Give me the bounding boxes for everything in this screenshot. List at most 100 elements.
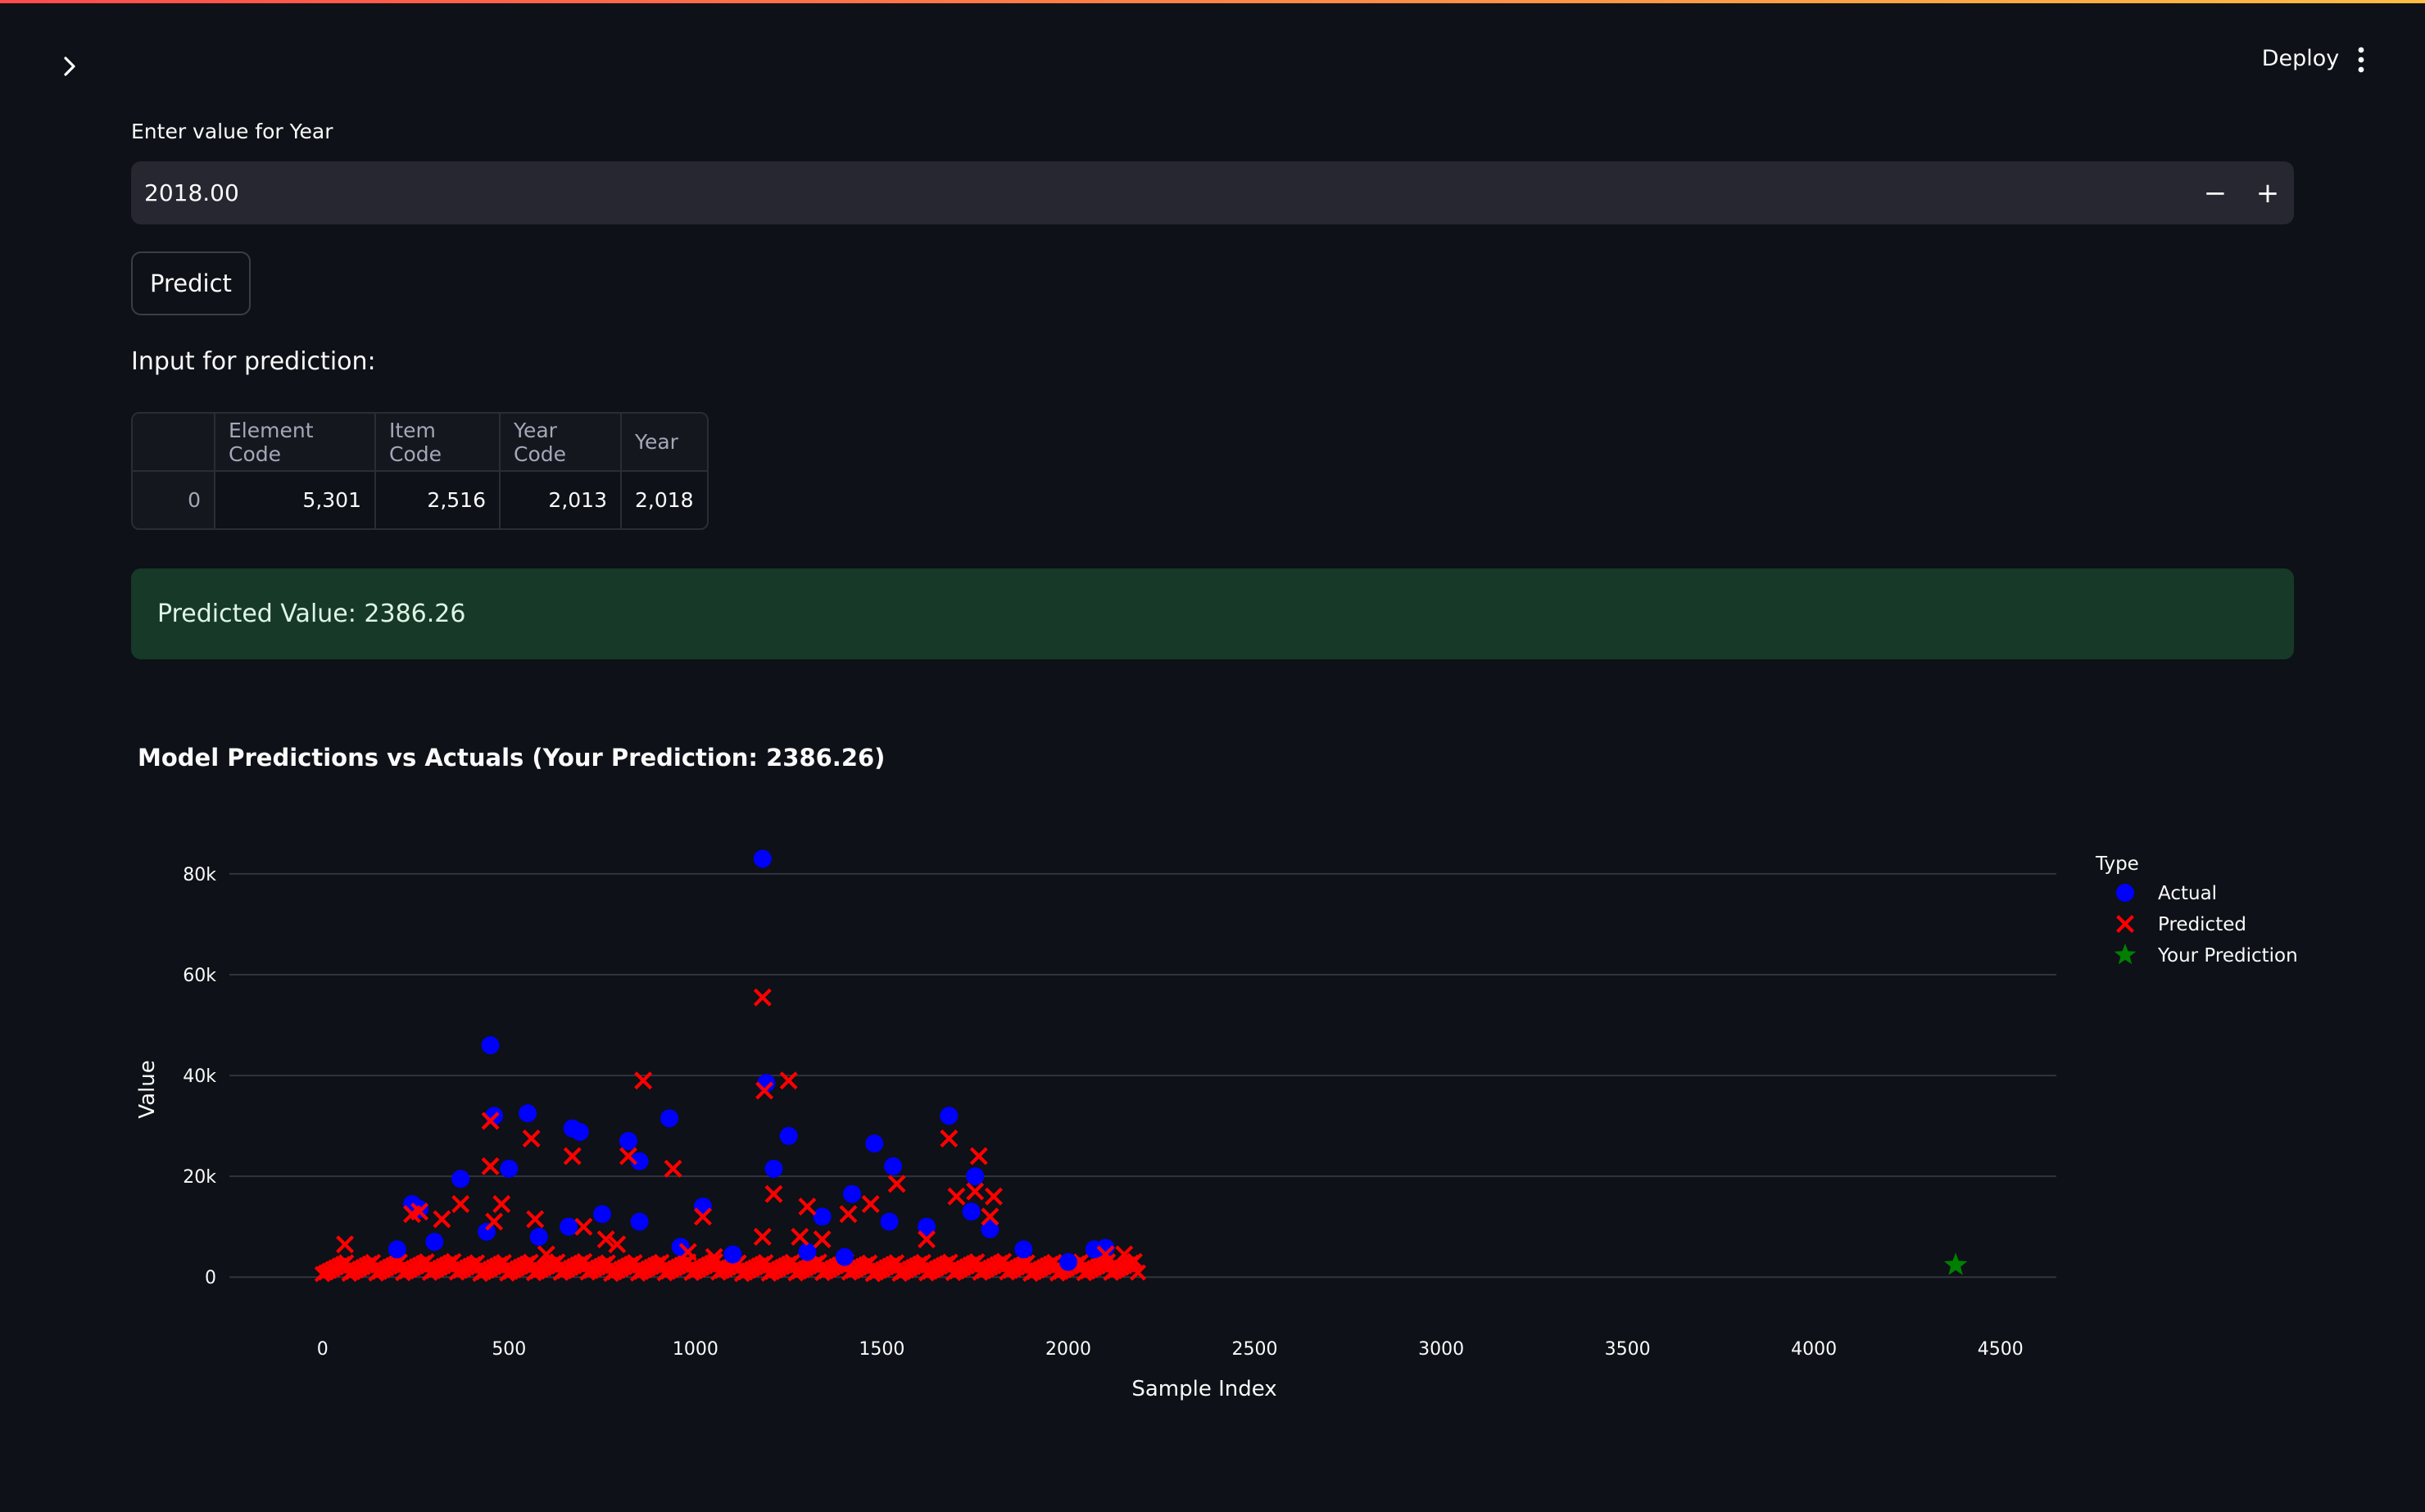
predicted-point[interactable] — [940, 1129, 959, 1148]
predicted-point[interactable] — [410, 1202, 429, 1221]
actual-point[interactable] — [519, 1104, 537, 1123]
actual-point[interactable] — [1058, 1252, 1077, 1271]
predicted-point[interactable] — [753, 988, 772, 1007]
year-input[interactable] — [131, 161, 2189, 224]
main-menu-button[interactable] — [2341, 41, 2381, 79]
actual-point[interactable] — [813, 1207, 832, 1226]
legend-actual-swatch[interactable] — [2116, 884, 2134, 902]
actual-point[interactable] — [500, 1159, 519, 1178]
predicted-point[interactable] — [947, 1187, 966, 1206]
column-header-index[interactable] — [133, 414, 215, 471]
increment-button[interactable]: + — [2255, 176, 2280, 210]
predicted-point[interactable] — [574, 1217, 593, 1236]
actual-point[interactable] — [478, 1222, 496, 1241]
actual-point[interactable] — [798, 1243, 817, 1261]
predicted-point[interactable] — [693, 1207, 712, 1226]
predicted-base-point[interactable] — [1126, 1252, 1143, 1270]
actual-point[interactable] — [940, 1107, 959, 1125]
predicted-point[interactable] — [678, 1243, 697, 1261]
item-code-cell[interactable]: 2,516 — [375, 471, 501, 528]
predicted-point[interactable] — [481, 1157, 500, 1175]
actual-point[interactable] — [723, 1245, 742, 1264]
predicted-point[interactable] — [764, 1184, 783, 1203]
predicted-point[interactable] — [798, 1197, 817, 1216]
predicted-point[interactable] — [522, 1129, 541, 1148]
actual-point[interactable] — [779, 1126, 798, 1145]
legend-predicted-label: Predicted — [2158, 914, 2246, 935]
actual-point[interactable] — [1014, 1240, 1033, 1259]
predicted-point[interactable] — [981, 1207, 999, 1226]
actual-point[interactable] — [880, 1212, 899, 1231]
actual-point[interactable] — [981, 1220, 999, 1238]
legend-predicted-swatch[interactable] — [2116, 915, 2134, 933]
predicted-point[interactable] — [526, 1210, 545, 1229]
year-cell[interactable]: 2,018 — [635, 488, 694, 512]
predicted-point[interactable] — [492, 1195, 511, 1213]
deploy-button[interactable]: Deploy — [2261, 45, 2340, 71]
actual-point[interactable] — [962, 1202, 981, 1221]
predicted-point[interactable] — [563, 1147, 582, 1166]
actual-point[interactable] — [529, 1228, 548, 1246]
sidebar-toggle-button[interactable] — [51, 48, 88, 85]
row-index-cell[interactable]: 0 — [133, 471, 215, 528]
actual-point[interactable] — [764, 1159, 783, 1178]
actual-point[interactable] — [693, 1197, 712, 1216]
decrement-button[interactable]: − — [2203, 176, 2228, 210]
legend-your-prediction-swatch[interactable] — [2114, 944, 2137, 965]
actual-point[interactable] — [884, 1157, 903, 1175]
actual-point[interactable] — [835, 1247, 854, 1266]
element-code-cell[interactable]: 5,301 — [215, 471, 376, 528]
predicted-point[interactable] — [755, 1081, 774, 1100]
predicted-point[interactable] — [537, 1245, 555, 1264]
predicted-point[interactable] — [705, 1247, 723, 1266]
column-header-year[interactable]: Year — [621, 414, 707, 471]
predicted-point[interactable] — [984, 1187, 1003, 1206]
actual-point[interactable] — [619, 1132, 637, 1151]
actual-point[interactable] — [630, 1212, 649, 1231]
predicted-point[interactable] — [608, 1235, 627, 1254]
predicted-point[interactable] — [969, 1147, 988, 1166]
actual-point[interactable] — [753, 849, 772, 868]
predicted-point[interactable] — [753, 1228, 772, 1246]
predicted-point[interactable] — [791, 1228, 809, 1246]
actual-point[interactable] — [966, 1167, 985, 1186]
predicted-point[interactable] — [619, 1147, 637, 1166]
actual-point[interactable] — [593, 1205, 612, 1224]
predicted-point[interactable] — [861, 1195, 880, 1213]
predicted-point[interactable] — [451, 1195, 470, 1213]
column-header-element-code[interactable]: Element Code — [215, 414, 376, 471]
actual-point[interactable] — [560, 1217, 578, 1236]
year-code-cell[interactable]: 2,013 — [500, 471, 622, 528]
input-dataframe[interactable]: Element Code Item Code Year Code Year 0 … — [131, 412, 709, 530]
predicted-point[interactable] — [634, 1071, 653, 1090]
predicted-point[interactable] — [966, 1182, 985, 1201]
actual-point[interactable] — [630, 1152, 649, 1170]
predicted-point[interactable] — [485, 1212, 504, 1231]
actual-point[interactable] — [425, 1233, 444, 1252]
actual-point[interactable] — [388, 1240, 406, 1259]
predicted-base-point[interactable] — [1130, 1264, 1147, 1281]
predicted-point[interactable] — [1096, 1245, 1115, 1264]
column-header-item-code[interactable]: Item Code — [375, 414, 501, 471]
predicted-point[interactable] — [481, 1111, 500, 1130]
predicted-point[interactable] — [918, 1230, 936, 1249]
predict-button[interactable]: Predict — [131, 251, 251, 315]
predicted-point[interactable] — [813, 1230, 832, 1249]
predicted-point[interactable] — [1115, 1245, 1134, 1264]
predicted-point[interactable] — [596, 1230, 615, 1249]
actual-point[interactable] — [865, 1134, 884, 1153]
predicted-point[interactable] — [664, 1159, 682, 1178]
actual-point[interactable] — [451, 1170, 470, 1188]
actual-point[interactable] — [918, 1217, 936, 1236]
predicted-point[interactable] — [839, 1205, 858, 1224]
actual-point[interactable] — [660, 1109, 679, 1128]
predicted-point[interactable] — [433, 1210, 451, 1229]
your-prediction-point[interactable] — [1943, 1252, 1968, 1275]
predicted-point[interactable] — [336, 1235, 355, 1254]
column-header-year-code[interactable]: Year Code — [500, 414, 622, 471]
predicted-point[interactable] — [779, 1071, 798, 1090]
predicted-point[interactable] — [887, 1175, 906, 1193]
actual-point[interactable] — [570, 1123, 589, 1141]
actual-point[interactable] — [843, 1184, 862, 1203]
actual-point[interactable] — [481, 1036, 500, 1055]
